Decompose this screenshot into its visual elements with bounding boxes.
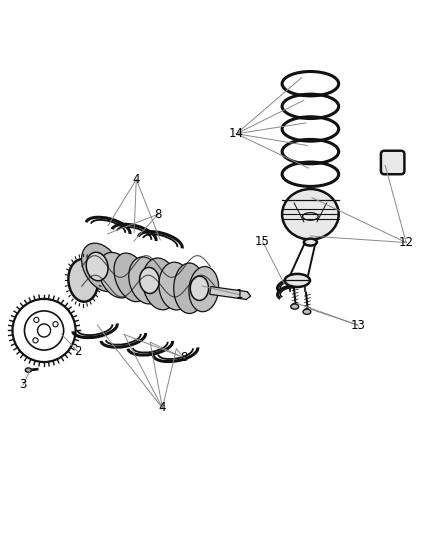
Ellipse shape [129, 257, 163, 304]
Ellipse shape [81, 243, 121, 292]
Ellipse shape [68, 259, 98, 302]
Ellipse shape [190, 276, 208, 301]
Ellipse shape [174, 263, 205, 313]
Text: 4: 4 [133, 173, 140, 186]
Ellipse shape [142, 258, 178, 310]
Text: 14: 14 [229, 127, 244, 140]
Ellipse shape [291, 304, 299, 309]
Ellipse shape [303, 309, 311, 314]
Ellipse shape [25, 368, 32, 372]
Text: 15: 15 [255, 235, 270, 248]
Ellipse shape [304, 239, 317, 246]
Text: 8: 8 [154, 208, 162, 221]
Ellipse shape [189, 266, 219, 312]
Text: 1: 1 [236, 288, 244, 301]
Ellipse shape [140, 268, 159, 294]
Ellipse shape [285, 274, 310, 287]
Ellipse shape [159, 262, 192, 310]
Text: 13: 13 [351, 319, 366, 332]
Ellipse shape [99, 253, 135, 298]
Text: 8: 8 [180, 351, 188, 365]
Ellipse shape [86, 252, 108, 281]
Text: 12: 12 [399, 236, 413, 249]
Ellipse shape [114, 253, 148, 302]
FancyBboxPatch shape [381, 151, 404, 174]
Ellipse shape [282, 189, 339, 239]
Text: 2: 2 [74, 345, 81, 358]
Text: 3: 3 [19, 378, 27, 391]
FancyArrow shape [210, 287, 251, 300]
Text: 4: 4 [159, 401, 166, 415]
